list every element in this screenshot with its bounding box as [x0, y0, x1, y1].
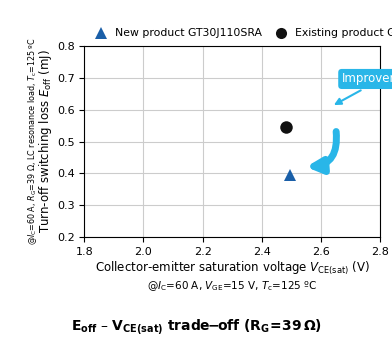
- Text: @$I_\mathrm{C}$=60 A, $V_\mathrm{GE}$=15 V, $T_\mathrm{c}$=125 ºC: @$I_\mathrm{C}$=60 A, $V_\mathrm{GE}$=15…: [147, 279, 318, 293]
- Text: Improvement: Improvement: [336, 73, 392, 104]
- Text: @$I_\mathrm{C}$=60 A, $R_\mathrm{G}$=39 Ω, LC resonance load, $T_\mathrm{c}$=125: @$I_\mathrm{C}$=60 A, $R_\mathrm{G}$=39 …: [26, 38, 39, 245]
- Legend: New product GT30J110SRA, Existing product GT60PR21: New product GT30J110SRA, Existing produc…: [90, 28, 392, 38]
- Y-axis label: Turn-off switching loss $E_\mathrm{off}$ (mJ): Turn-off switching loss $E_\mathrm{off}$…: [37, 50, 54, 233]
- X-axis label: Collector-emitter saturation voltage $V_\mathrm{CE(sat)}$ (V): Collector-emitter saturation voltage $V_…: [95, 260, 370, 277]
- Text: $\bf{E_{off}}$ $\bf{–}$ $\bf{V_{CE(sat)}}$ $\bf{trade\!\!-\!\!off}$ $\bf{(R_G\!=: $\bf{E_{off}}$ $\bf{–}$ $\bf{V_{CE(sat)}…: [71, 317, 321, 337]
- FancyArrowPatch shape: [314, 132, 336, 172]
